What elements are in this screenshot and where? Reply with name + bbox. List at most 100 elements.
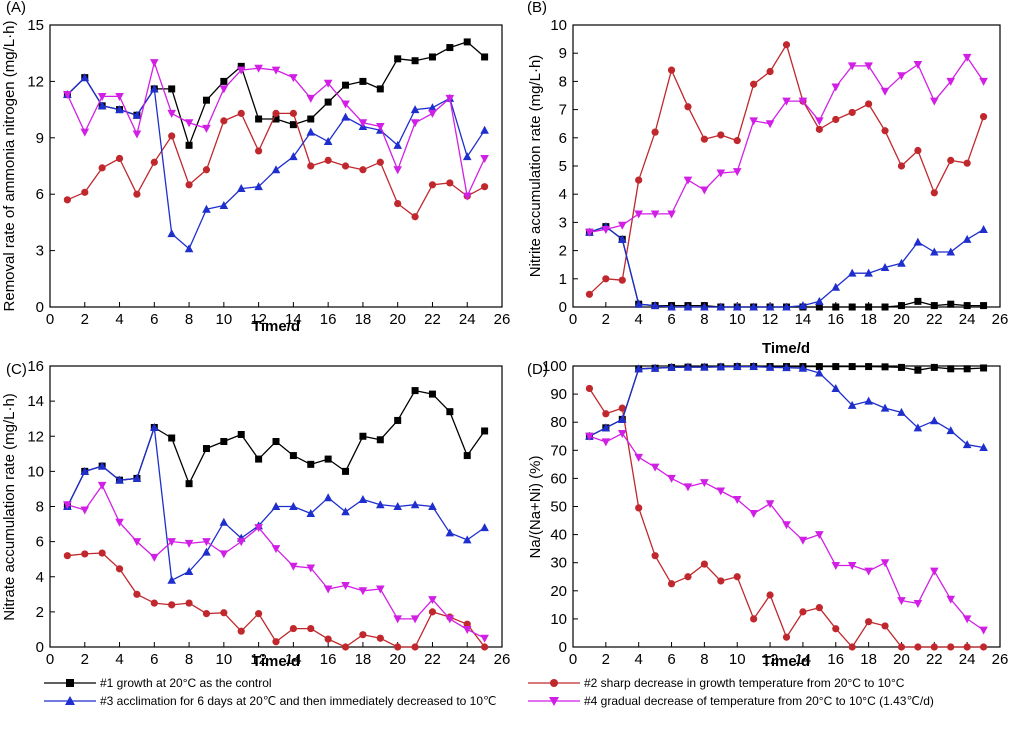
x-tick-label: 18 xyxy=(860,311,877,328)
data-point-s2 xyxy=(930,643,938,651)
data-point-s3 xyxy=(634,299,643,308)
y-tick-label: 0 xyxy=(559,299,567,316)
y-tick-label: 2 xyxy=(559,243,567,260)
data-point-s2 xyxy=(766,591,774,599)
data-point-s2 xyxy=(428,181,437,189)
data-point-s4 xyxy=(184,119,194,128)
x-tick-label: 10 xyxy=(216,311,233,328)
data-point-s1 xyxy=(307,115,315,123)
data-point-s1 xyxy=(359,432,367,440)
data-point-s4 xyxy=(271,545,281,554)
data-point-s1 xyxy=(202,96,210,104)
x-tick-label: 26 xyxy=(992,311,1009,328)
y-tick-label: 3 xyxy=(36,243,44,260)
data-point-s1 xyxy=(930,363,938,371)
legend-label-s2: #2 sharp decrease in growth temperature … xyxy=(584,676,905,690)
data-point-s2 xyxy=(324,156,332,164)
y-tick-label: 2 xyxy=(36,604,44,621)
x-tick-label: 16 xyxy=(827,311,844,328)
y-axis-title: Na/(Na+Ni) (%) xyxy=(527,456,544,559)
data-point-s3 xyxy=(80,73,90,82)
data-point-s2 xyxy=(411,643,419,651)
data-point-s2 xyxy=(324,635,332,643)
y-tick-label: 9 xyxy=(559,45,567,62)
data-point-s3 xyxy=(184,566,194,575)
data-point-s2 xyxy=(115,565,124,573)
data-point-s4 xyxy=(585,228,594,237)
data-point-s3 xyxy=(831,282,841,291)
data-point-s2 xyxy=(651,552,659,560)
data-point-s3 xyxy=(650,301,660,310)
data-point-s4 xyxy=(202,124,211,133)
data-point-s3 xyxy=(946,426,956,435)
data-point-s2 xyxy=(133,190,141,198)
data-point-s2 xyxy=(428,608,437,616)
data-point-s3 xyxy=(97,461,107,470)
data-point-s3 xyxy=(667,302,676,311)
y-tick-label: 100 xyxy=(542,358,567,375)
series-line-s1 xyxy=(66,41,486,146)
data-point-s3 xyxy=(880,263,890,272)
y-tick-label: 16 xyxy=(27,358,44,375)
data-point-s3 xyxy=(716,362,726,371)
panel-label: (B) xyxy=(527,0,547,16)
data-point-s2 xyxy=(930,189,938,197)
data-point-s4 xyxy=(601,225,611,234)
data-point-s3 xyxy=(202,204,211,213)
data-point-s4 xyxy=(683,176,693,185)
data-point-s1 xyxy=(963,302,971,310)
data-point-s3 xyxy=(323,137,333,146)
x-tick-label: 24 xyxy=(959,311,976,328)
x-tick-label: 10 xyxy=(216,651,233,668)
y-tick-label: 6 xyxy=(559,130,567,147)
data-point-s3 xyxy=(306,509,316,518)
data-point-s2 xyxy=(602,275,610,283)
data-point-s3 xyxy=(462,535,472,544)
data-point-s3 xyxy=(864,396,873,405)
data-point-s1 xyxy=(947,300,955,308)
y-tick-label: 10 xyxy=(27,463,44,480)
data-point-s4 xyxy=(880,87,890,96)
x-tick-label: 2 xyxy=(81,311,89,328)
data-point-s1 xyxy=(897,302,905,310)
y-axis-title: Nitrate accumulation rate (mg/L·h) xyxy=(1,393,18,621)
data-point-s1 xyxy=(930,302,938,310)
data-point-s2 xyxy=(667,580,676,588)
data-point-s3 xyxy=(650,363,660,372)
data-point-s2 xyxy=(237,109,245,117)
data-point-s4 xyxy=(97,92,107,101)
data-point-s4 xyxy=(847,562,857,571)
x-tick-label: 12 xyxy=(250,311,267,328)
data-point-s4 xyxy=(897,72,906,81)
data-point-s3 xyxy=(864,268,873,277)
data-point-s1 xyxy=(185,141,193,149)
data-point-s3 xyxy=(219,517,229,526)
data-point-s1 xyxy=(963,365,971,373)
y-tick-label: 30 xyxy=(550,555,567,572)
y-tick-label: 10 xyxy=(550,611,567,628)
series-line-s4 xyxy=(66,61,486,197)
y-tick-label: 5 xyxy=(559,158,567,175)
data-point-s4 xyxy=(798,97,808,106)
data-point-s3 xyxy=(962,234,972,243)
data-point-s4 xyxy=(913,60,923,69)
data-point-s3 xyxy=(341,112,350,121)
data-point-s2 xyxy=(865,100,873,108)
panel-label: (A) xyxy=(6,0,26,16)
data-point-s3 xyxy=(184,244,194,253)
data-point-s1 xyxy=(411,57,419,65)
data-point-s4 xyxy=(63,91,72,100)
data-point-s3 xyxy=(167,229,176,238)
y-tick-label: 60 xyxy=(550,470,567,487)
data-point-s4 xyxy=(683,483,693,492)
data-point-s2 xyxy=(341,162,350,170)
x-tick-label: 0 xyxy=(46,311,54,328)
x-tick-label: 20 xyxy=(389,311,406,328)
x-tick-label: 8 xyxy=(185,311,193,328)
y-tick-label: 1 xyxy=(559,271,567,288)
data-point-s2 xyxy=(865,618,873,626)
data-point-s4 xyxy=(782,97,791,106)
data-point-s4 xyxy=(132,538,142,547)
y-tick-label: 70 xyxy=(550,442,567,459)
